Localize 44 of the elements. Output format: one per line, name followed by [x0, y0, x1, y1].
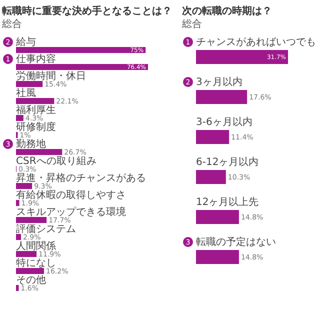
y-tick-label: 労働時間・休日	[16, 70, 86, 82]
y-tick-label: 研修制度	[16, 121, 56, 133]
y-tick-label: 3ヶ月以内	[196, 76, 242, 88]
bar	[196, 250, 239, 264]
bar	[196, 210, 239, 224]
bar	[196, 90, 248, 104]
y-tick-label: 人間関係	[16, 240, 56, 252]
y-tick-label: 仕事内容	[16, 53, 56, 65]
y-tick-label: CSRへの取り組み	[16, 156, 96, 167]
y-tick-label: 福利厚生	[16, 104, 56, 116]
y-tick-label: その他	[16, 274, 46, 286]
y-tick-label: 転職の予定はない	[196, 236, 276, 248]
bar	[196, 130, 230, 144]
bar	[16, 64, 148, 70]
bar	[196, 170, 226, 184]
y-tick-label: スキルアップできる環境	[16, 206, 126, 218]
y-tick-label: 3-6ヶ月以内	[196, 116, 252, 128]
chart-subtitle: 総合	[1, 18, 22, 30]
bar	[16, 149, 62, 155]
bar	[16, 200, 20, 206]
y-tick-label: 給与	[15, 36, 36, 48]
chart-title: 次の転職の時期は？	[182, 5, 272, 17]
y-tick-label: 特になし	[16, 257, 56, 269]
y-tick-label: チャンスがあればいつでも	[196, 37, 316, 48]
chart-title: 転職時に重要な決め手となることは？	[1, 5, 172, 17]
bar	[16, 47, 146, 53]
y-tick-label: 6-12ヶ月以内	[196, 156, 259, 168]
y-tick-label: 社風	[16, 87, 36, 99]
y-tick-label: 勤務地	[16, 138, 46, 150]
bar	[16, 251, 37, 257]
y-tick-label: 12ヶ月以上先	[196, 196, 259, 208]
bar	[16, 285, 19, 291]
y-tick-label: 評価システム	[16, 223, 76, 235]
bar	[16, 183, 32, 189]
bar	[16, 98, 54, 104]
bar	[16, 115, 24, 121]
bar	[16, 217, 47, 223]
y-tick-label: 昇進・昇格のチャンスがある	[16, 172, 146, 184]
bar	[16, 234, 22, 240]
bar	[16, 81, 43, 87]
bar	[196, 50, 288, 64]
y-tick-label: 有給休暇の取得しやすさ	[16, 189, 126, 201]
chart-subtitle: 総合	[181, 18, 202, 30]
bar	[16, 268, 44, 274]
